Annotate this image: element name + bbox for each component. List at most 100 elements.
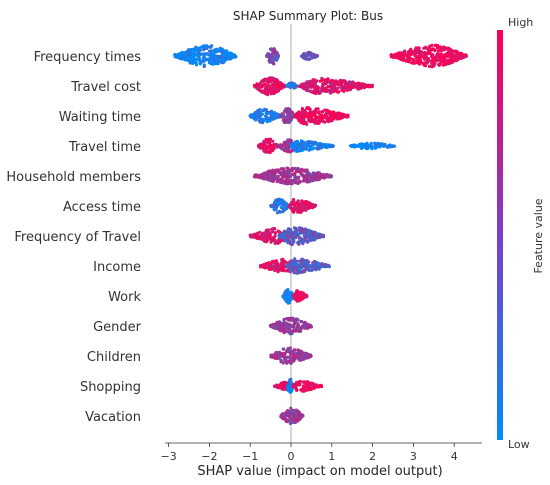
shap-point <box>359 144 363 148</box>
shap-point <box>285 114 289 118</box>
shap-point <box>306 171 310 175</box>
shap-point <box>365 141 369 145</box>
shap-point <box>264 92 269 96</box>
shap-point <box>285 264 289 268</box>
shap-point <box>210 44 214 48</box>
shap-point <box>369 142 373 146</box>
x-tick-label: −2 <box>201 450 217 463</box>
x-tick-label: 3 <box>410 450 417 463</box>
shap-point <box>259 264 263 268</box>
shap-point <box>294 320 298 324</box>
shap-point <box>273 90 277 94</box>
shap-point <box>277 168 281 172</box>
shap-point <box>382 143 386 147</box>
shap-point <box>294 298 298 302</box>
shap-point <box>288 264 292 268</box>
feature-label: Children <box>87 350 141 365</box>
x-tick-label: −3 <box>160 450 176 463</box>
shap-point <box>348 81 352 85</box>
feature-label: Frequency times <box>34 50 142 65</box>
shap-point <box>279 358 283 363</box>
shap-point <box>282 115 286 119</box>
shap-point <box>298 383 302 387</box>
shap-point <box>454 54 458 58</box>
shap-point <box>275 79 280 83</box>
shap-point <box>315 233 319 237</box>
shap-point <box>298 169 302 173</box>
shap-point <box>283 179 288 183</box>
shap-point <box>370 147 374 151</box>
shap-point <box>267 150 272 154</box>
shap-point <box>303 112 308 116</box>
shap-point <box>277 320 281 324</box>
shap-point <box>296 148 300 152</box>
shap-point <box>296 206 300 210</box>
shap-point <box>322 176 326 180</box>
shap-point <box>289 356 293 360</box>
shap-point <box>276 115 280 119</box>
shap-point <box>386 144 390 148</box>
shap-point <box>277 201 282 205</box>
shap-point <box>310 179 315 183</box>
shap-point <box>284 356 288 360</box>
shap-point <box>414 51 418 55</box>
shap-point <box>273 238 277 242</box>
shap-point <box>190 51 194 55</box>
shap-point <box>300 387 304 391</box>
shap-point <box>213 59 217 63</box>
shap-point <box>302 389 307 393</box>
shap-point <box>295 112 299 116</box>
shap-point <box>185 55 189 59</box>
shap-point <box>187 49 191 53</box>
shap-point <box>295 380 299 384</box>
shap-point <box>286 138 290 142</box>
shap-point <box>283 259 287 264</box>
shap-point <box>191 60 195 64</box>
shap-point <box>312 238 316 242</box>
feature-label: Vacation <box>85 410 141 425</box>
shap-point <box>273 87 277 91</box>
shap-point <box>289 406 293 410</box>
shap-point <box>412 58 416 62</box>
shap-point <box>273 231 277 235</box>
shap-point <box>331 144 335 148</box>
shap-point <box>427 59 431 63</box>
shap-point <box>297 242 301 246</box>
shap-point <box>316 121 320 125</box>
shap-point <box>273 261 277 265</box>
shap-point <box>315 261 319 265</box>
shap-point <box>272 47 276 51</box>
shap-point <box>335 113 339 117</box>
shap-point <box>270 324 274 328</box>
shap-point <box>296 181 300 186</box>
shap-point <box>201 56 205 60</box>
shap-point <box>280 178 284 183</box>
shap-point <box>289 235 293 239</box>
shap-point <box>310 82 314 86</box>
shap-point <box>275 267 279 271</box>
shap-point <box>323 263 327 267</box>
shap-point <box>447 48 451 52</box>
shap-point <box>286 239 290 243</box>
shap-point <box>309 354 313 358</box>
shap-point <box>267 234 271 238</box>
shap-point <box>282 382 286 386</box>
shap-point <box>312 259 316 264</box>
shap-point <box>391 144 395 148</box>
shap-point <box>315 236 319 240</box>
shap-point <box>273 385 277 389</box>
shap-point <box>410 52 414 56</box>
shap-point <box>317 118 321 123</box>
shap-point <box>361 145 365 149</box>
shap-point <box>293 171 297 175</box>
shap-point <box>292 86 296 90</box>
shap-point <box>268 169 272 173</box>
shap-point <box>293 262 297 266</box>
shap-point <box>305 355 310 359</box>
x-axis-label: SHAP value (impact on model output) <box>197 464 442 479</box>
shap-point <box>359 86 363 90</box>
shap-point <box>414 48 418 52</box>
shap-point <box>446 55 450 59</box>
shap-point <box>305 122 309 126</box>
shap-point <box>268 147 273 151</box>
